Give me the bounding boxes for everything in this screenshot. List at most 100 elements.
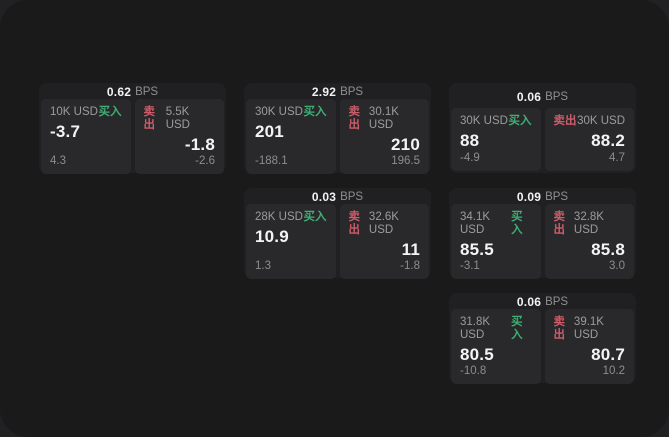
sell-notional: 5.5K USD [165, 106, 190, 131]
buy-panel[interactable]: 34.1K USD 买入 85.5 -3.1 [451, 204, 541, 279]
bps-header: 0.06 BPS [451, 85, 634, 108]
sell-panel-top-row: 卖出 32.8K USD [554, 211, 626, 237]
buy-notional: 30K USD [255, 106, 303, 118]
bps-value: 0.06 [516, 295, 542, 309]
buy-panel[interactable]: 30K USD 买入 88 -4.9 [451, 108, 541, 171]
sell-price: 85.8 [591, 240, 625, 259]
buy-panel-top-row: 34.1K USD 买入 [460, 211, 532, 237]
quote-panels: 34.1K USD 买入 85.5 -3.1 卖出 32.8K USD 85.8… [451, 204, 634, 279]
buy-side-label: 买入 [303, 211, 327, 223]
sell-panel-top-row: 卖出 32.6K USD [349, 211, 421, 237]
quote-card: 2.92 BPS 30K USD 买入 201 -188.1 卖出 30.1K … [244, 83, 431, 174]
buy-sub-value: -4.9 [460, 152, 480, 164]
sell-notional: 32.6K USD [368, 211, 399, 236]
buy-notional: 10K USD [50, 106, 98, 118]
sell-sub-value: 4.7 [609, 152, 625, 164]
sell-sub-value: -2.6 [195, 155, 215, 167]
sell-sub-value: 10.2 [602, 365, 625, 377]
sell-notional: 30.1K USD [368, 106, 399, 131]
buy-sub-value: 1.3 [255, 260, 271, 272]
buy-sub-value: -188.1 [255, 155, 288, 167]
quote-card: 0.06 BPS 31.8K USD 买入 80.5 -10.8 卖出 39.1… [449, 293, 636, 384]
buy-side-label: 买入 [508, 115, 532, 127]
buy-price: 88 [460, 131, 480, 150]
buy-panel[interactable]: 28K USD 买入 10.9 1.3 [246, 204, 336, 279]
sell-notional: 32.8K USD [573, 211, 604, 236]
sell-sub-value: -1.8 [400, 260, 420, 272]
buy-notional: 31.8K USD [460, 316, 491, 341]
buy-side-label: 买入 [511, 211, 523, 236]
bps-unit-label: BPS [340, 86, 364, 98]
bps-value: 0.62 [106, 85, 132, 99]
bps-header: 0.06 BPS [451, 295, 634, 309]
buy-panel-top-row: 28K USD 买入 [255, 211, 327, 224]
bps-value: 0.06 [516, 89, 542, 104]
quote-panels: 31.8K USD 买入 80.5 -10.8 卖出 39.1K USD 80.… [451, 309, 634, 384]
quote-card: 0.03 BPS 28K USD 买入 10.9 1.3 卖出 32.6K US… [244, 188, 431, 279]
sell-panel-top-row: 卖出 39.1K USD [554, 316, 626, 342]
sell-sub-value: 3.0 [609, 260, 625, 272]
sell-side-label: 卖出 [553, 115, 577, 127]
sell-side-label: 卖出 [348, 106, 361, 131]
quote-card: 0.06 BPS 30K USD 买入 88 -4.9 卖出 30K USD [449, 83, 636, 173]
buy-sub-value: -3.1 [460, 260, 480, 272]
buy-notional: 34.1K USD [460, 211, 491, 236]
buy-panel[interactable]: 10K USD 买入 -3.7 4.3 [41, 99, 131, 174]
buy-side-label: 买入 [98, 106, 122, 118]
buy-panel[interactable]: 31.8K USD 买入 80.5 -10.8 [451, 309, 541, 384]
sell-price: 11 [401, 240, 420, 259]
buy-side-label: 买入 [303, 106, 327, 118]
bps-unit-label: BPS [545, 296, 569, 308]
sell-price: 210 [391, 135, 420, 154]
quote-panels: 10K USD 买入 -3.7 4.3 卖出 5.5K USD -1.8 -2.… [41, 99, 224, 174]
sell-panel-top-row: 卖出 30K USD [554, 115, 626, 128]
buy-panel-top-row: 30K USD 买入 [255, 106, 327, 119]
sell-side-label: 卖出 [143, 106, 156, 131]
buy-price: 80.5 [460, 345, 494, 364]
sell-side-label: 卖出 [553, 316, 566, 341]
buy-panel-top-row: 31.8K USD 买入 [460, 316, 532, 342]
buy-panel-top-row: 30K USD 买入 [460, 115, 532, 128]
quote-panels: 30K USD 买入 88 -4.9 卖出 30K USD 88.2 4.7 [451, 108, 634, 171]
sell-notional: 39.1K USD [573, 316, 604, 341]
sell-panel[interactable]: 卖出 39.1K USD 80.7 10.2 [544, 309, 634, 384]
buy-notional: 28K USD [255, 211, 303, 223]
sell-price: -1.8 [184, 135, 215, 154]
sell-panel-top-row: 卖出 5.5K USD [144, 106, 216, 132]
sell-panel[interactable]: 卖出 5.5K USD -1.8 -2.6 [134, 99, 224, 174]
bps-value: 0.09 [516, 190, 542, 204]
sell-price: 80.7 [591, 345, 625, 364]
quote-card: 0.62 BPS 10K USD 买入 -3.7 4.3 卖出 5.5K USD [39, 83, 226, 174]
bps-header: 0.62 BPS [41, 85, 224, 99]
sell-price: 88.2 [591, 131, 625, 150]
sell-side-label: 卖出 [553, 211, 566, 236]
bps-value: 0.03 [311, 190, 337, 204]
quote-panels: 30K USD 买入 201 -188.1 卖出 30.1K USD 210 1… [246, 99, 429, 174]
buy-sub-value: -10.8 [460, 365, 487, 377]
buy-panel-top-row: 10K USD 买入 [50, 106, 122, 119]
buy-price: 10.9 [255, 227, 289, 246]
sell-panel[interactable]: 卖出 30.1K USD 210 196.5 [339, 99, 429, 174]
sell-panel[interactable]: 卖出 30K USD 88.2 4.7 [544, 108, 634, 171]
bps-header: 0.03 BPS [246, 190, 429, 204]
bps-value: 2.92 [311, 85, 337, 99]
sell-panel-top-row: 卖出 30.1K USD [349, 106, 421, 132]
sell-sub-value: 196.5 [391, 155, 420, 167]
bps-header: 0.09 BPS [451, 190, 634, 204]
bps-unit-label: BPS [135, 86, 159, 98]
buy-notional: 30K USD [460, 115, 508, 127]
sell-side-label: 卖出 [348, 211, 361, 236]
sell-panel[interactable]: 卖出 32.8K USD 85.8 3.0 [544, 204, 634, 279]
bps-unit-label: BPS [545, 90, 569, 103]
buy-price: -3.7 [50, 122, 81, 141]
buy-price: 201 [255, 122, 284, 141]
buy-side-label: 买入 [511, 316, 523, 341]
sell-panel[interactable]: 卖出 32.6K USD 11 -1.8 [339, 204, 429, 279]
buy-price: 85.5 [460, 240, 494, 259]
quote-panels: 28K USD 买入 10.9 1.3 卖出 32.6K USD 11 -1.8 [246, 204, 429, 279]
buy-panel[interactable]: 30K USD 买入 201 -188.1 [246, 99, 336, 174]
bps-unit-label: BPS [340, 191, 364, 203]
sell-notional: 30K USD [577, 115, 625, 127]
quote-card-grid: 0.62 BPS 10K USD 买入 -3.7 4.3 卖出 5.5K USD [39, 83, 636, 384]
